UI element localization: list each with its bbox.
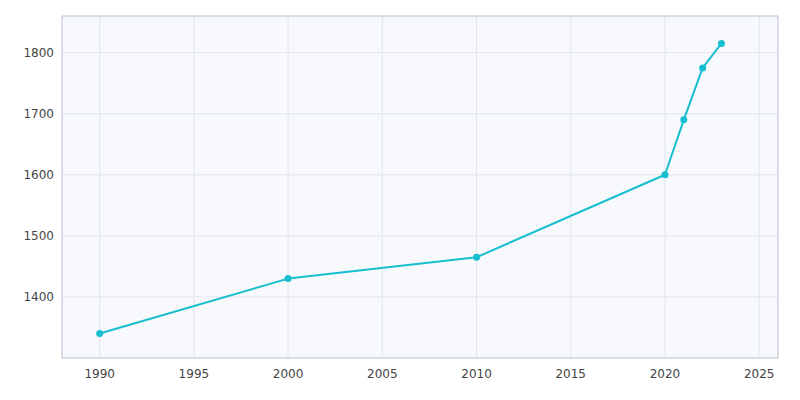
x-tick-label: 2025	[744, 367, 775, 381]
x-tick-label: 2010	[461, 367, 492, 381]
data-point	[680, 116, 687, 123]
y-grid-line	[62, 235, 778, 236]
x-grid-line	[288, 16, 289, 358]
tick-labels: 1990 1995 2000 2005 2010 2015 2020 2025 1400 1500…	[23, 46, 774, 381]
data-line	[100, 43, 722, 333]
x-grid-line	[570, 16, 571, 358]
plot-frame	[62, 16, 778, 358]
x-tick-label: 2000	[273, 367, 304, 381]
x-grid-line	[476, 16, 477, 358]
y-tick-label: 1400	[23, 290, 54, 304]
data-point	[718, 40, 725, 47]
x-grid-line	[664, 16, 665, 358]
x-tick-label: 1990	[84, 367, 115, 381]
chart: 1990 1995 2000 2005 2010 2015 2020 2025 1400 1500…	[0, 0, 800, 400]
x-grid-line	[99, 16, 100, 358]
y-grid-line	[62, 296, 778, 297]
data-point	[96, 330, 103, 337]
x-tick-label: 2020	[650, 367, 681, 381]
chart-container: 1990 1995 2000 2005 2010 2015 2020 2025 1400 1500…	[0, 0, 800, 400]
y-tick-label: 1600	[23, 168, 54, 182]
x-tick-label: 2005	[367, 367, 398, 381]
grid	[62, 16, 778, 358]
data-point	[699, 64, 706, 71]
series	[96, 40, 725, 337]
data-point	[661, 171, 668, 178]
y-grid-line	[62, 174, 778, 175]
x-grid-line	[759, 16, 760, 358]
y-tick-label: 1700	[23, 107, 54, 121]
y-tick-label: 1800	[23, 46, 54, 60]
x-grid-line	[382, 16, 383, 358]
x-tick-label: 1995	[179, 367, 210, 381]
plot-background	[62, 16, 778, 358]
y-grid-line	[62, 52, 778, 53]
data-point	[285, 275, 292, 282]
x-tick-label: 2015	[555, 367, 586, 381]
y-tick-label: 1500	[23, 229, 54, 243]
y-grid-line	[62, 113, 778, 114]
data-point	[473, 254, 480, 261]
